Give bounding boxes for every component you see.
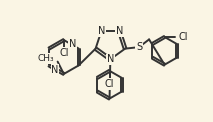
Text: N: N xyxy=(51,65,59,75)
Text: CH₃: CH₃ xyxy=(37,54,54,63)
Text: N: N xyxy=(116,26,123,36)
Text: N: N xyxy=(98,26,105,36)
Text: N: N xyxy=(69,39,76,49)
Text: Cl: Cl xyxy=(59,48,69,58)
Text: Cl: Cl xyxy=(178,32,188,42)
Text: Cl: Cl xyxy=(105,79,114,89)
Text: N: N xyxy=(107,54,114,64)
Text: S: S xyxy=(136,42,142,52)
